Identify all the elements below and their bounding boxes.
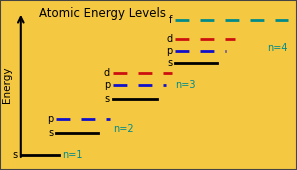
Text: n=3: n=3 — [175, 80, 196, 90]
Text: n=2: n=2 — [113, 124, 133, 134]
Text: f: f — [169, 15, 172, 25]
Text: d: d — [104, 68, 110, 78]
Text: d: d — [166, 34, 172, 44]
Text: p: p — [47, 114, 53, 124]
Text: s: s — [48, 128, 53, 138]
Text: s: s — [105, 94, 110, 104]
Text: Energy: Energy — [2, 67, 12, 103]
Text: Atomic Energy Levels: Atomic Energy Levels — [39, 7, 166, 20]
Text: p: p — [166, 46, 172, 56]
Text: n=4: n=4 — [267, 43, 288, 53]
Text: p: p — [104, 80, 110, 90]
Text: n=1: n=1 — [62, 150, 83, 160]
Text: s: s — [167, 58, 172, 68]
Text: s: s — [13, 150, 18, 160]
